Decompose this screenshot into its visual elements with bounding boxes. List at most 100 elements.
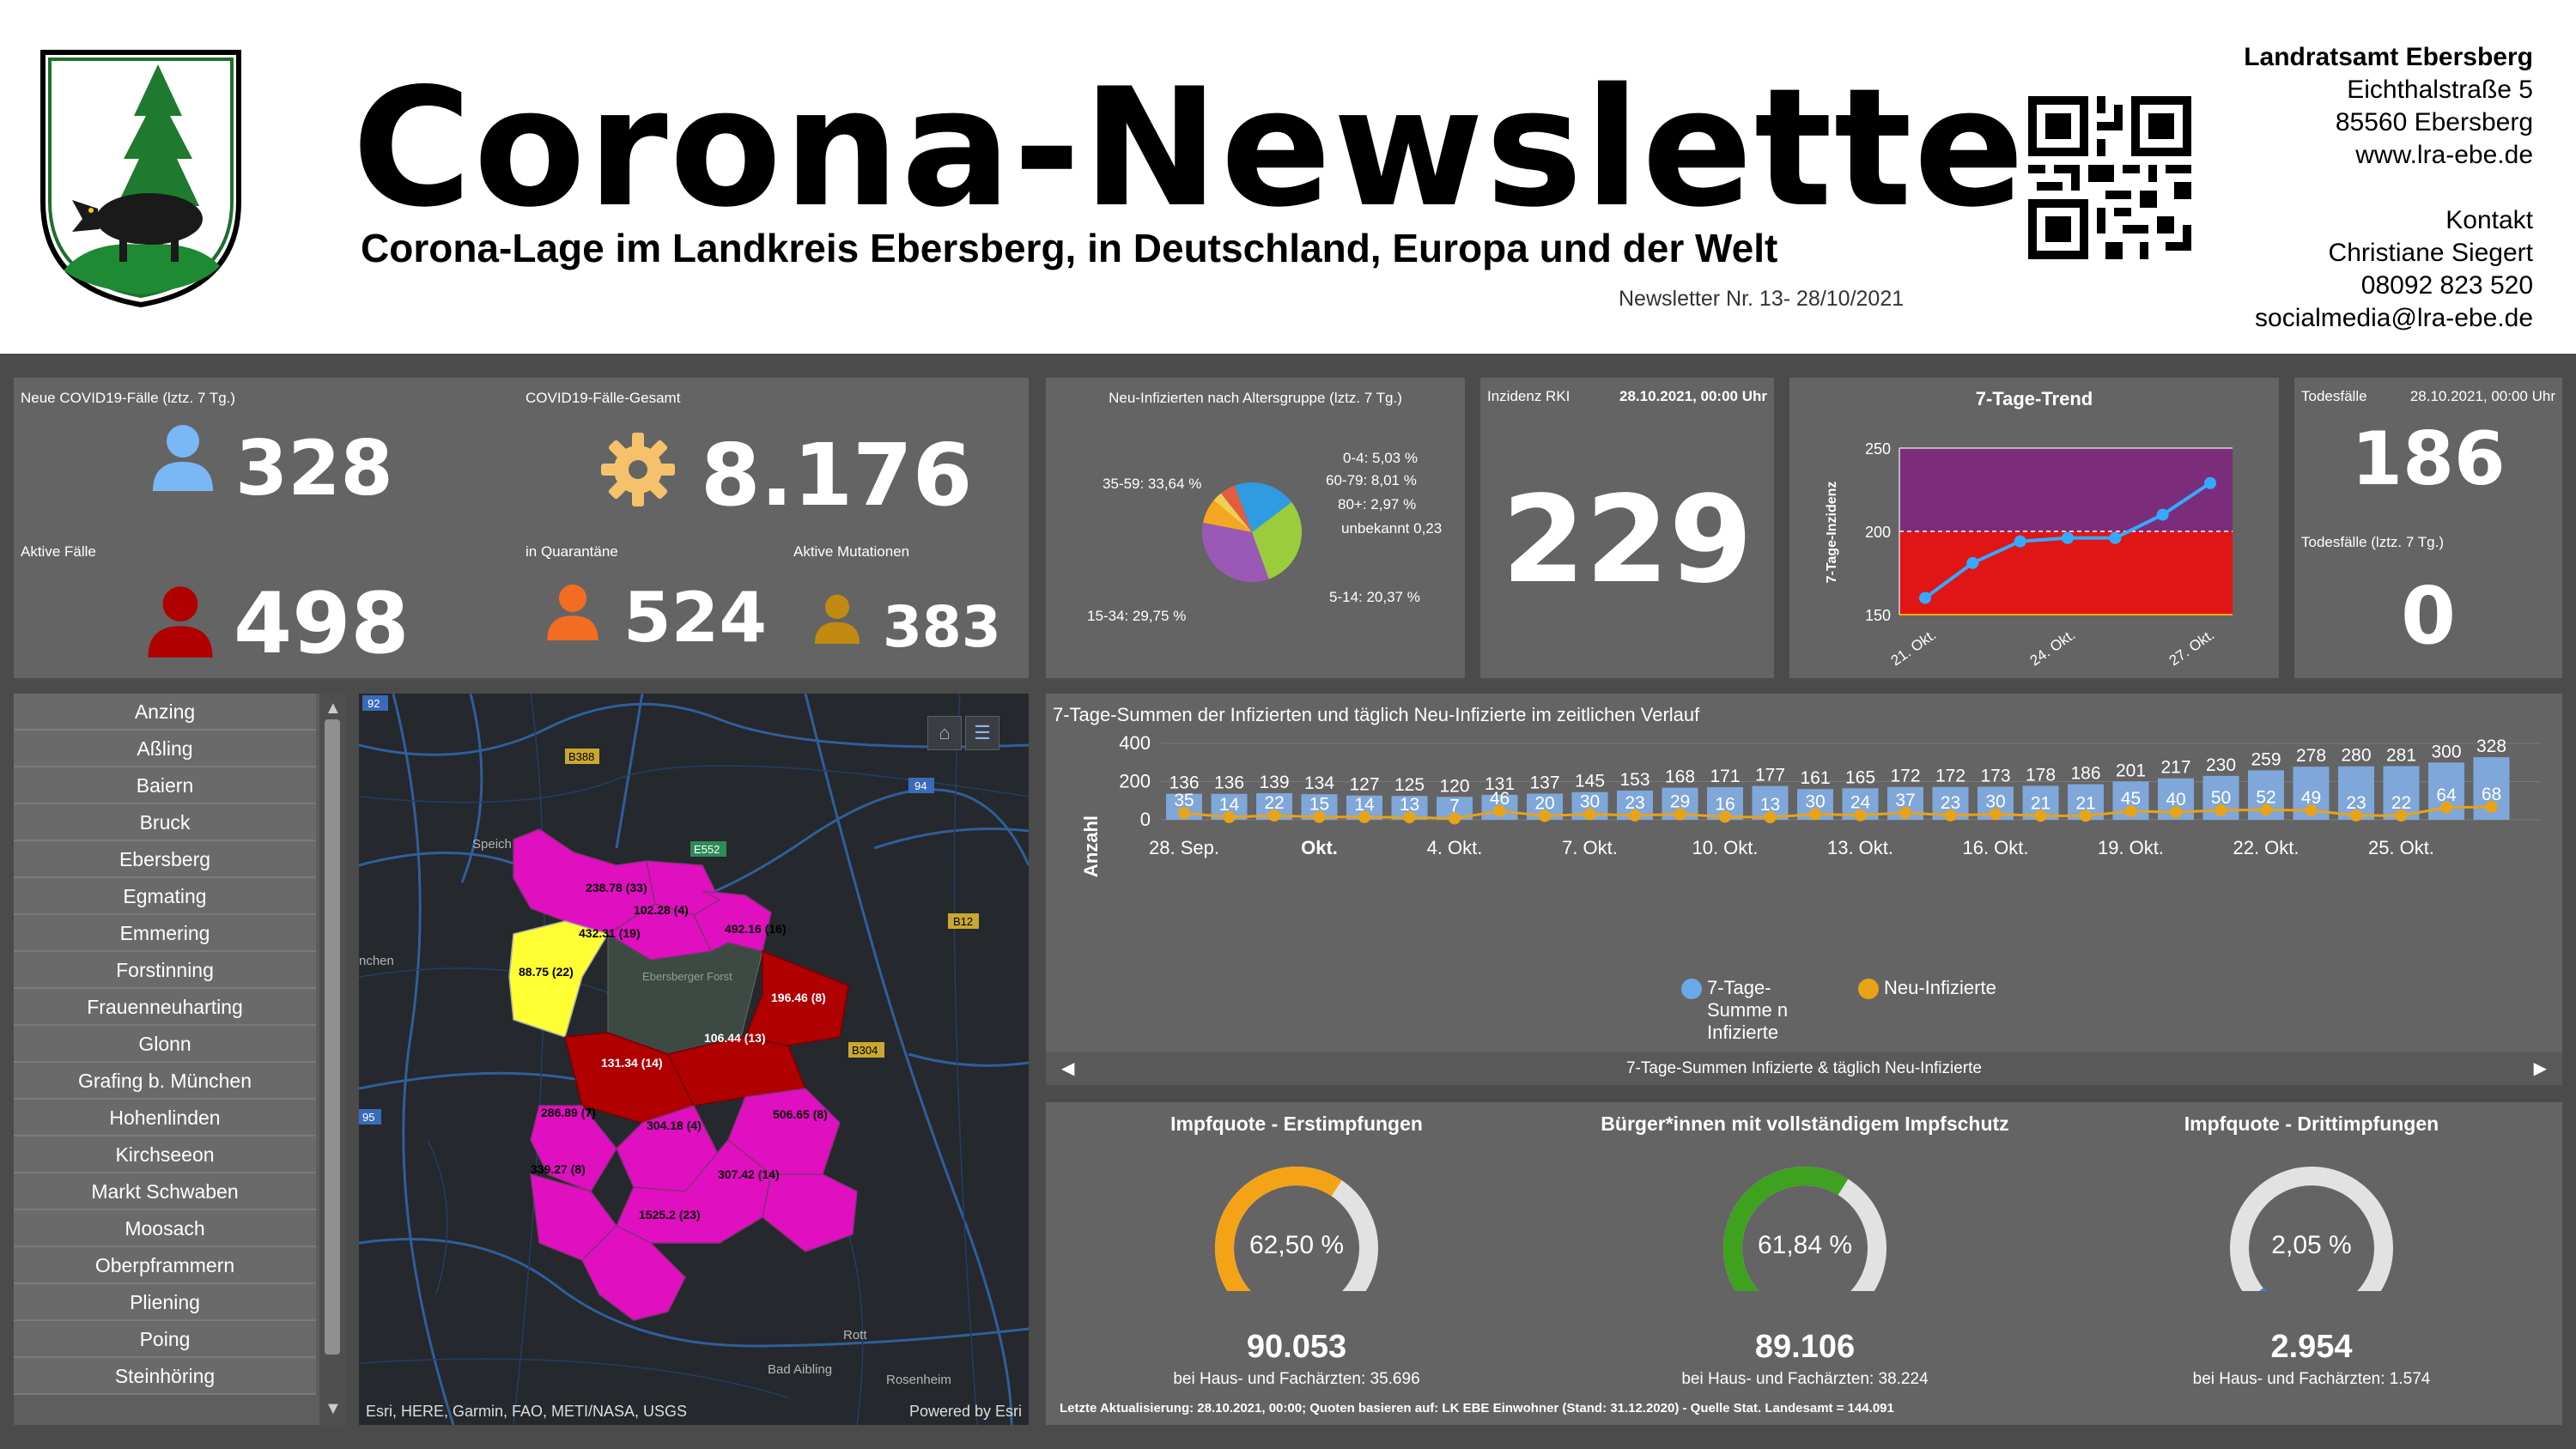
x-tick: 13. Okt.	[1827, 837, 1893, 858]
org-name: Landratsamt Ebersberg	[2244, 43, 2533, 71]
municipality-list-panel: Anzing Aßling Baiern Bruck Ebersberg Egmating…	[14, 694, 345, 1425]
qr-code-icon[interactable]	[2028, 96, 2191, 259]
bar-value-label: 278	[2296, 746, 2326, 766]
coat-of-arms-logo	[40, 50, 241, 308]
road-label: B304	[852, 1044, 878, 1057]
legend-list-icon[interactable]: ☰	[965, 716, 999, 750]
bar-value-label: 145	[1575, 772, 1605, 791]
municipality-item[interactable]: Ebersberg	[14, 841, 316, 878]
line-value-label: 52	[2256, 787, 2275, 807]
legend-swatch-sum[interactable]	[1681, 979, 1702, 999]
place-label: Speich	[472, 837, 512, 852]
municipality-item[interactable]: Emmering	[14, 915, 316, 952]
bar-value-label: 186	[2070, 764, 2100, 784]
municipality-item[interactable]: Frauenneuharting	[14, 989, 316, 1026]
home-icon[interactable]: ⌂	[927, 716, 962, 750]
municipality-item[interactable]: Grafing b. München	[14, 1063, 316, 1100]
bar-value-label: 136	[1169, 773, 1199, 793]
region-value-label: 102.28 (4)	[634, 903, 689, 917]
x-tick: 4. Okt.	[1427, 837, 1483, 858]
municipality-item[interactable]: Aßling	[14, 731, 316, 767]
dashboard: Neue COVID19-Fälle (lztz. 7 Tg.) 328 COV…	[0, 354, 2576, 1449]
map-panel[interactable]: 92 B388 94 E552 B12 B304 95 Speich nchen…	[359, 694, 1029, 1425]
person-icon	[153, 425, 213, 491]
x-tick: 28. Sep.	[1149, 837, 1219, 858]
region-value-label: 1525.2 (23)	[639, 1208, 701, 1222]
line-value-label: 16	[1715, 794, 1735, 814]
chevron-left-icon[interactable]: ◀	[1061, 1059, 1075, 1078]
trend-point	[1966, 556, 1979, 569]
scrollbar-thumb[interactable]	[325, 719, 340, 1355]
municipality-item[interactable]: Bruck	[14, 804, 316, 841]
region-value-label: 304.18 (4)	[647, 1119, 702, 1132]
road-label: 94	[914, 779, 927, 792]
newsletter-header: Corona-Newsletter Corona-Lage im Landkre…	[0, 0, 2576, 354]
trend-chart: 250 200 150 7-Tage-Inzidenz 21. Okt. 24.…	[1825, 440, 2233, 669]
bar-value-label: 300	[2431, 742, 2461, 761]
vaccination-gauge	[1723, 1167, 1886, 1291]
phone-number[interactable]: 08092 823 520	[2360, 271, 2533, 300]
chevron-up-icon[interactable]: ▲	[325, 699, 342, 718]
x-tick: 25. Okt.	[2368, 837, 2434, 858]
map-powered-by[interactable]: Powered by Esri	[908, 1403, 1022, 1420]
municipality-item[interactable]: Moosach	[14, 1210, 316, 1247]
municipality-item[interactable]: Egmating	[14, 878, 316, 915]
municipality-item[interactable]: Anzing	[14, 694, 316, 731]
line-value-label: 29	[1670, 792, 1690, 812]
new-infections-point	[2170, 806, 2182, 819]
municipality-item[interactable]: Kirchseeon	[14, 1137, 316, 1173]
vaccination-gauge	[2230, 1167, 2393, 1291]
road-label: 95	[362, 1111, 374, 1124]
municipality-item[interactable]: Forstinning	[14, 952, 316, 989]
gauge-percent: 62,50 %	[1249, 1231, 1345, 1259]
line-value-label: 13	[1760, 795, 1780, 815]
municipality-item[interactable]: Pliening	[14, 1284, 316, 1321]
new-infections-line	[1183, 805, 2492, 820]
line-value-label: 30	[1580, 791, 1600, 811]
issue-number: Newsletter Nr. 13- 28/10/2021	[1619, 287, 1905, 311]
new-infections-point	[1493, 804, 1506, 817]
new-infections-point	[2350, 809, 2362, 822]
municipality-item[interactable]: Markt Schwaben	[14, 1173, 316, 1210]
line-value-label: 21	[2031, 793, 2050, 813]
chevron-down-icon[interactable]: ▼	[325, 1399, 342, 1418]
total-cases-label: COVID19-Fälle-Gesamt	[526, 390, 681, 406]
line-value-label: 22	[1264, 793, 1284, 813]
map-canvas[interactable]: 92 B388 94 E552 B12 B304 95 Speich nchen…	[359, 694, 1029, 1425]
region-value-label: 492.16 (16)	[725, 922, 787, 936]
gauge-count: 2.954	[2270, 1329, 2353, 1365]
legend-label-new[interactable]: Neu-Infizierte	[1884, 977, 1996, 998]
municipality-item[interactable]: Oberpframmern	[14, 1247, 316, 1284]
legend-swatch-new[interactable]	[1858, 979, 1879, 999]
region-value-label: 106.44 (13)	[704, 1031, 766, 1045]
trend-point	[2204, 476, 2216, 489]
x-tick: 10. Okt.	[1692, 837, 1758, 858]
line-value-label: 13	[1400, 795, 1419, 815]
legend-label-sum[interactable]: 7-Tage-Summe n Infizierte	[1707, 977, 1789, 1043]
new-infections-point	[1764, 811, 1777, 824]
chevron-right-icon[interactable]: ▶	[2533, 1059, 2547, 1078]
pie-slice	[1203, 500, 1252, 532]
new-infections-point	[1854, 809, 1867, 822]
municipality-item[interactable]: Baiern	[14, 767, 316, 804]
municipality-item[interactable]: Poing	[14, 1321, 316, 1358]
municipality-item[interactable]: Glonn	[14, 1026, 316, 1063]
new-infections-point	[2124, 804, 2137, 817]
list-scrollbar[interactable]: ▲ ▼	[319, 694, 345, 1425]
pie-slice	[1202, 522, 1269, 582]
new-infections-point	[1629, 809, 1641, 822]
place-label: Ebersberger Forst	[642, 970, 732, 983]
email-link[interactable]: socialmedia@lra-ebe.de	[2255, 304, 2533, 332]
age-pie-chart	[1202, 482, 1302, 582]
gauge-fill	[1215, 1167, 1342, 1291]
gauge-title: Bürger*innen mit vollständigem Impfschut…	[1601, 1113, 2009, 1135]
municipality-item[interactable]: Steinhöring	[14, 1358, 316, 1395]
bar-value-label: 139	[1259, 773, 1289, 792]
new-infections-point	[2034, 809, 2047, 822]
website-link[interactable]: www.lra-ebe.de	[2355, 141, 2533, 169]
new-infections-point	[1268, 809, 1280, 822]
person-icon	[814, 594, 860, 644]
bar-value-label: 173	[1980, 767, 2010, 786]
bar-value-label: 134	[1304, 773, 1334, 793]
municipality-item[interactable]: Hohenlinden	[14, 1100, 316, 1137]
